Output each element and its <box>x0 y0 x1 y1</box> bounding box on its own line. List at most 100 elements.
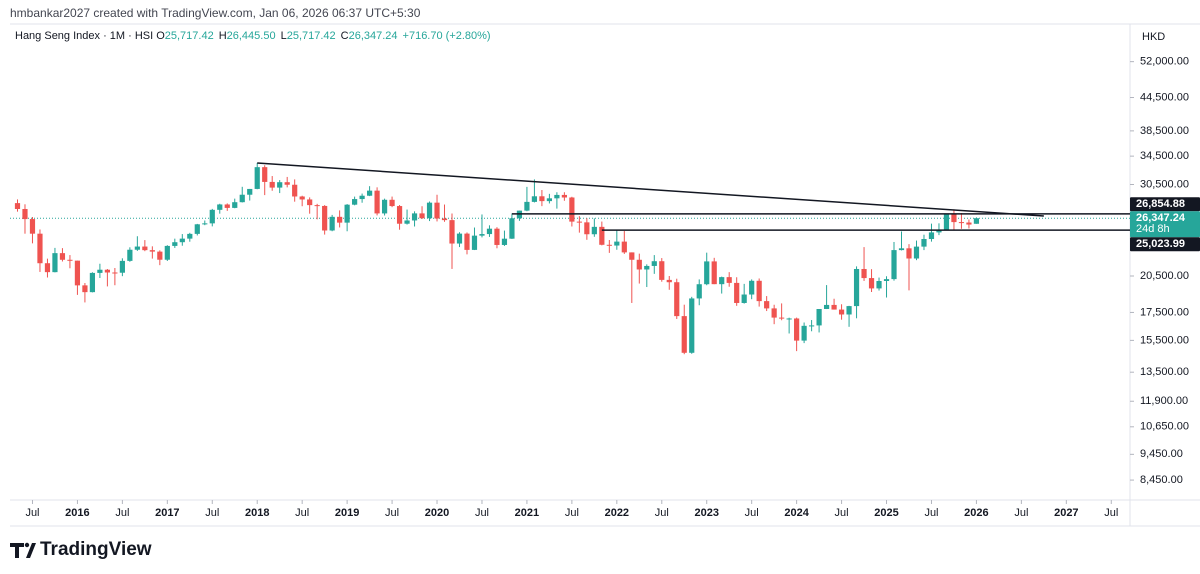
x-tick-label: Jul <box>115 507 129 519</box>
x-tick-label: Jul <box>835 507 849 519</box>
candle-body <box>284 182 290 185</box>
candle-body <box>973 218 980 224</box>
candle-body <box>756 280 762 302</box>
price-label-box <box>1130 237 1200 252</box>
currency: HKD <box>1142 31 1165 43</box>
legend-key: L <box>281 30 287 42</box>
candle-body <box>307 199 313 206</box>
candle-body <box>734 282 740 303</box>
candle-body <box>696 284 702 299</box>
candle-body <box>419 213 425 219</box>
candle-body <box>52 253 58 273</box>
countdown: 24d 8h <box>1136 223 1170 235</box>
x-tick-label: 2024 <box>784 507 809 519</box>
candle-body <box>299 196 305 200</box>
candle-body <box>794 318 800 341</box>
candle-body <box>584 222 590 235</box>
candle-body <box>127 249 133 261</box>
candle-body <box>224 204 230 208</box>
candle-body <box>441 218 448 221</box>
y-tick-label: 11,900.00 <box>1140 395 1188 407</box>
x-tick-label: 2026 <box>964 507 988 519</box>
candle-body <box>823 304 830 310</box>
candle-body <box>179 238 185 243</box>
candle-body <box>434 202 440 219</box>
x-tick-label: Jul <box>1104 507 1118 519</box>
candle-body <box>943 213 950 230</box>
x-tick-label: Jul <box>655 507 669 519</box>
legend-title: Hang Seng Index · 1M · HSI <box>15 30 153 42</box>
x-tick-label: Jul <box>205 507 219 519</box>
candle-body <box>396 206 403 224</box>
y-tick-label: 20,500.00 <box>1140 270 1189 282</box>
logo: TradingView <box>10 539 152 560</box>
legend-value: 25,717.42 <box>165 30 214 42</box>
candle-body <box>352 199 358 205</box>
candle-body <box>719 277 725 285</box>
candle-body <box>277 182 283 188</box>
candle-body <box>644 265 650 270</box>
candle-body <box>883 279 890 281</box>
logo-icon <box>10 543 36 558</box>
candle-body <box>928 232 935 240</box>
x-tick-label: Jul <box>565 507 579 519</box>
candle-body <box>37 233 43 264</box>
candle-body <box>97 269 103 273</box>
candle-body <box>816 309 822 326</box>
x-tick-label: 2025 <box>874 507 898 519</box>
trendline <box>257 162 1044 217</box>
candle-body <box>479 234 485 236</box>
price-label: 26,854.88 <box>1136 198 1185 210</box>
x-tick-label: 2021 <box>515 507 539 519</box>
candle-body <box>846 306 852 315</box>
legend-key: O <box>156 30 165 42</box>
candle-body <box>322 205 328 231</box>
candle-body <box>838 309 845 315</box>
candle-body <box>14 203 21 209</box>
candle-body <box>681 316 687 353</box>
candle-body <box>104 269 110 273</box>
x-tick-label: 2023 <box>694 507 718 519</box>
brand: TradingView <box>40 539 152 560</box>
y-tick-label: 34,500.00 <box>1140 150 1189 162</box>
candle-body <box>674 282 680 317</box>
candle-body <box>786 318 792 320</box>
candle-body <box>509 218 515 239</box>
legend: Hang Seng Index · 1M · HSI O25,717.42 H26,… <box>15 30 491 42</box>
candle-body <box>404 220 410 224</box>
candle-body <box>471 235 478 250</box>
y-tick-label: 10,650.00 <box>1140 421 1189 433</box>
candle-body <box>247 188 253 195</box>
x-tick-label: Jul <box>745 507 759 519</box>
x-tick-label: Jul <box>385 507 399 519</box>
candle-body <box>951 213 957 223</box>
candle-body <box>501 238 508 245</box>
y-tick-label: 9,450.00 <box>1140 448 1183 460</box>
candle-body <box>539 196 545 202</box>
legend-value: 26,445.50 <box>227 30 276 42</box>
candle-body <box>359 195 365 200</box>
candle-body <box>194 224 200 234</box>
candle-body <box>449 220 455 244</box>
candle-body <box>187 233 193 239</box>
y-tick-label: 30,500.00 <box>1140 178 1189 190</box>
candle-body <box>898 248 905 251</box>
candle-body <box>389 199 395 207</box>
y-tick-label: 44,500.00 <box>1140 91 1189 103</box>
candle-body <box>232 202 238 208</box>
candle-body <box>239 194 245 203</box>
legend-key: C <box>341 30 349 42</box>
candle-body <box>202 223 208 225</box>
candle-body <box>726 277 732 283</box>
candle-body <box>314 205 320 207</box>
candle-body <box>966 222 972 225</box>
x-tick-label: 2018 <box>245 507 269 519</box>
y-tick-label: 17,500.00 <box>1140 306 1189 318</box>
candle-body <box>112 272 118 274</box>
candle-body <box>891 250 897 280</box>
y-tick-label: 8,450.00 <box>1140 474 1183 486</box>
legend-value: 26,347.24 <box>349 30 398 42</box>
candle-body <box>689 298 695 353</box>
candle-body <box>59 253 66 260</box>
